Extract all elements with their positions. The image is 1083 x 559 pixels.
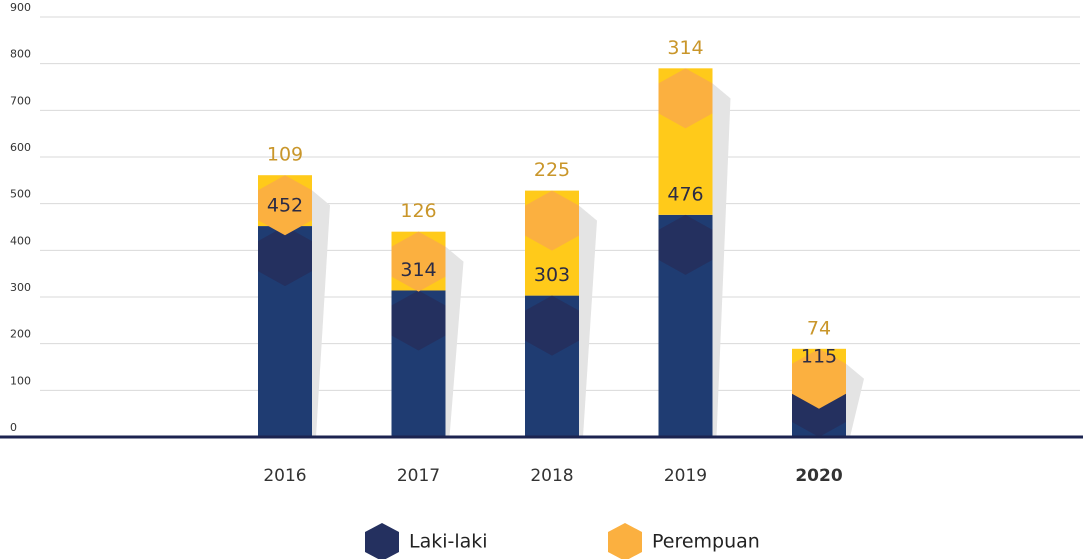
- value-label: 452: [267, 195, 303, 217]
- legend-marker: [365, 523, 399, 559]
- bar-shadow: [445, 246, 464, 437]
- bar-cap: [525, 295, 579, 356]
- y-tick-label: 500: [10, 188, 31, 201]
- value-label: 314: [667, 37, 703, 59]
- legend-label: Perempuan: [652, 531, 760, 553]
- value-label: 74: [807, 317, 831, 339]
- y-tick-label: 600: [10, 141, 31, 154]
- y-tick-label: 800: [10, 48, 31, 61]
- x-tick-label: 2016: [263, 466, 306, 486]
- value-label: 109: [267, 144, 303, 166]
- x-tick-label: 2020: [795, 466, 842, 486]
- bar-cap: [792, 348, 846, 409]
- y-tick-label: 300: [10, 281, 31, 294]
- x-tick-label: 2017: [397, 466, 440, 486]
- bar-cap: [391, 290, 446, 351]
- y-tick-label: 200: [10, 328, 31, 341]
- bar-cap: [391, 231, 446, 292]
- x-tick-label: 2018: [530, 466, 573, 486]
- bar-shadow: [579, 205, 597, 437]
- y-tick-label: 700: [10, 94, 31, 107]
- bar-shadow: [712, 83, 731, 437]
- bar-cap: [525, 190, 579, 251]
- value-label: 126: [400, 200, 436, 222]
- bar-cap: [658, 214, 713, 275]
- y-tick-label: 100: [10, 374, 31, 387]
- legend-label: Laki-laki: [409, 531, 488, 553]
- bar-cap: [258, 226, 312, 287]
- value-label: 115: [801, 346, 837, 368]
- value-label: 225: [534, 159, 570, 181]
- y-tick-label: 400: [10, 234, 31, 247]
- y-tick-label: 900: [10, 1, 31, 14]
- bar-shadow: [312, 190, 330, 437]
- y-tick-label: 0: [10, 421, 17, 434]
- bar-shadow: [846, 363, 864, 437]
- legend-marker: [608, 523, 642, 559]
- value-label: 476: [667, 183, 703, 205]
- value-label: 303: [534, 264, 570, 286]
- x-tick-label: 2019: [664, 466, 707, 486]
- value-label: 314: [400, 259, 436, 281]
- bar-cap: [658, 68, 713, 129]
- bar-cap: [258, 175, 312, 236]
